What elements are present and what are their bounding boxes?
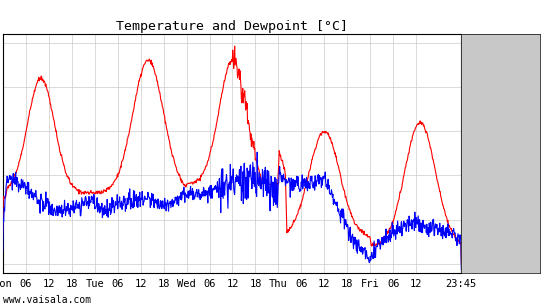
Text: www.vaisala.com: www.vaisala.com <box>3 295 91 305</box>
Title: Temperature and Dewpoint [°C]: Temperature and Dewpoint [°C] <box>116 20 348 33</box>
